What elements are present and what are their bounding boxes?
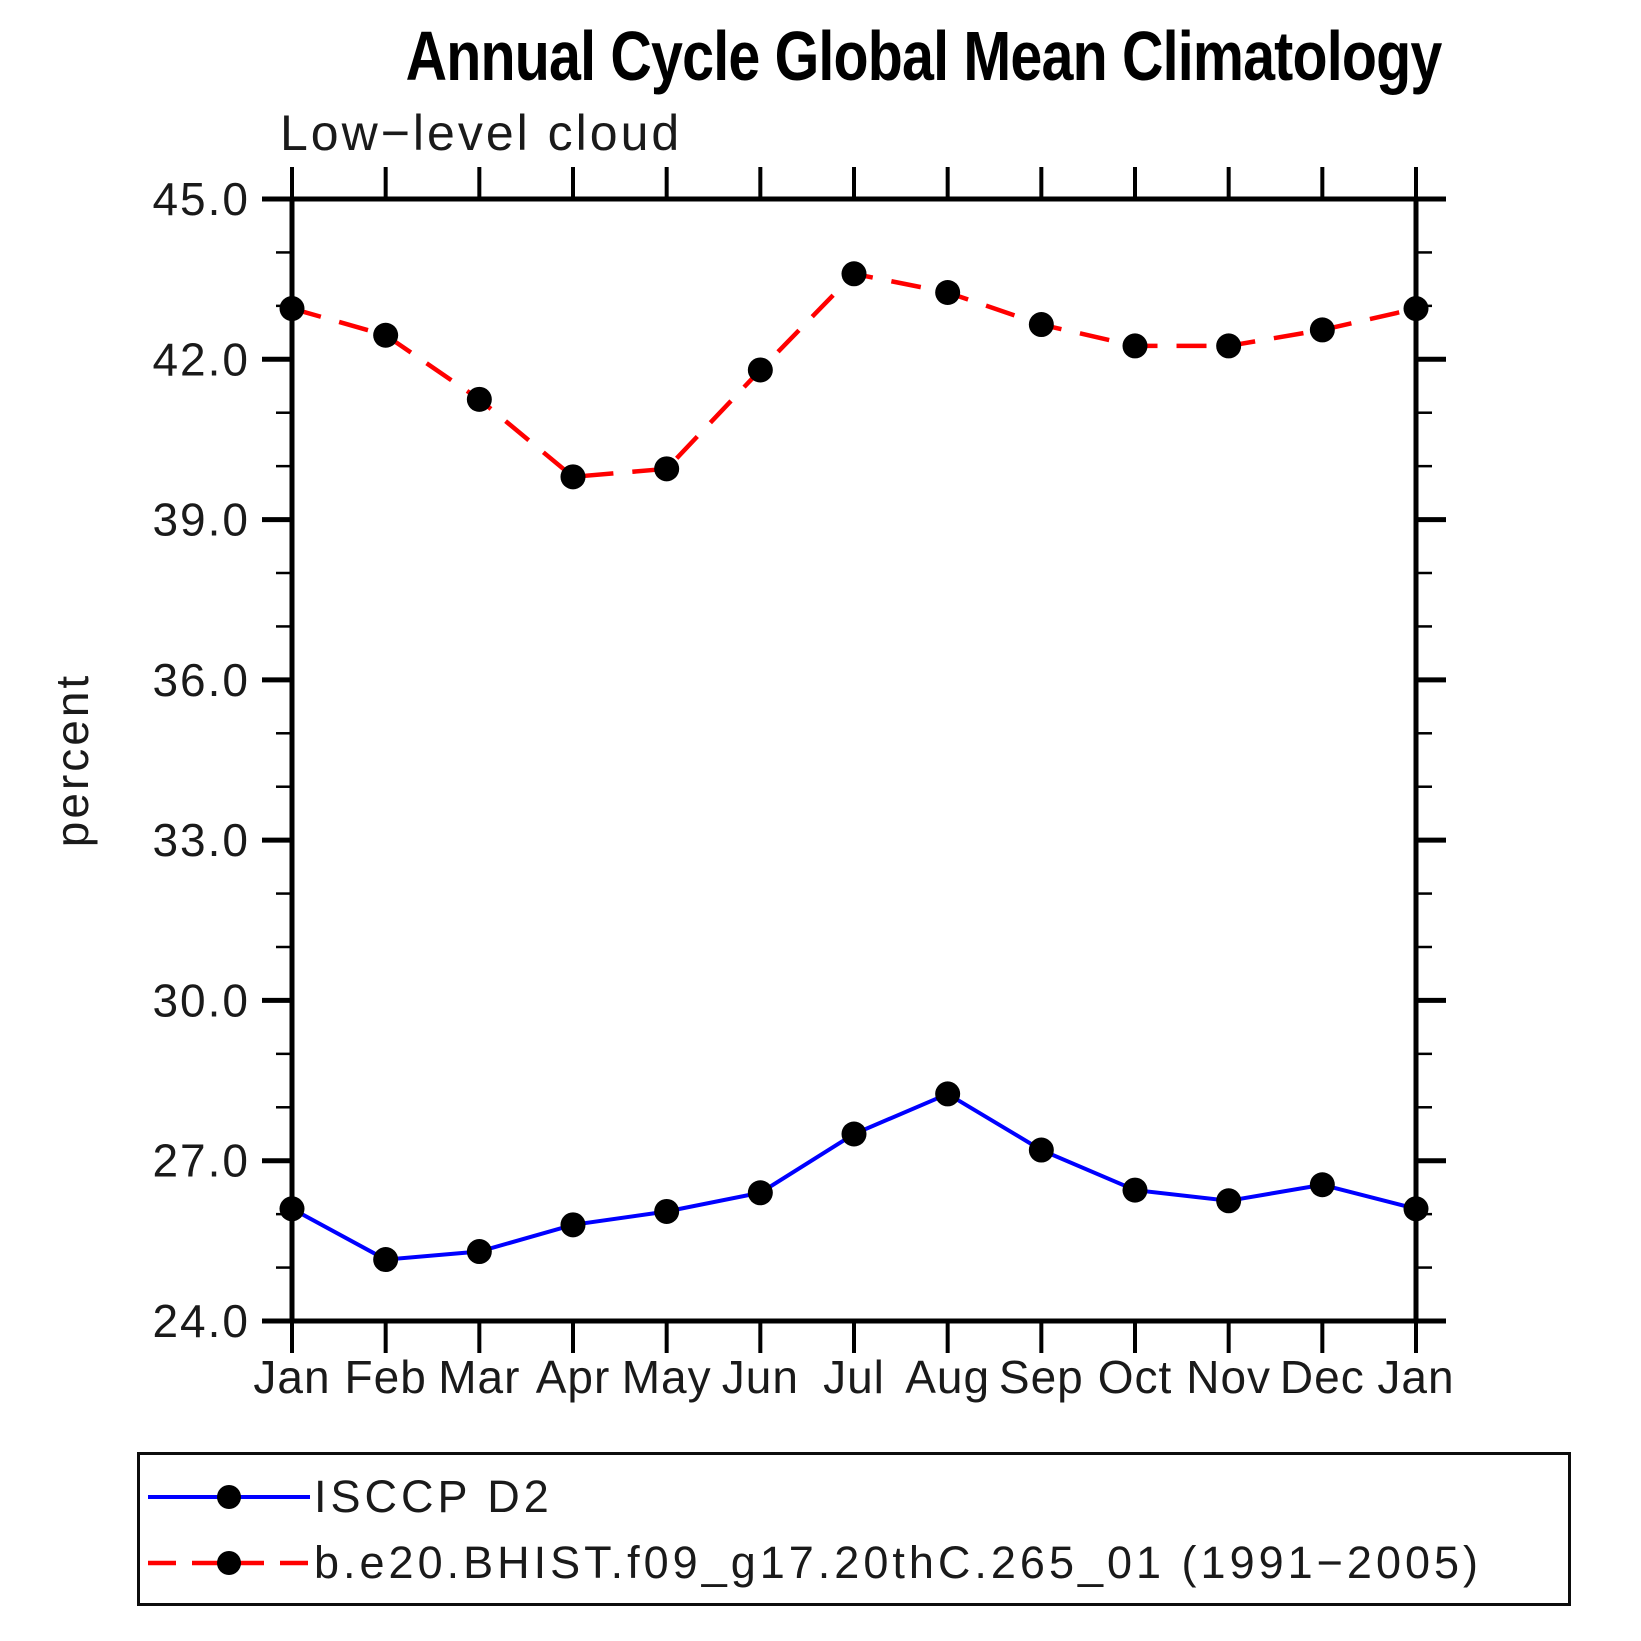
data-point [1309,1172,1335,1198]
legend-sample-marker [217,1551,241,1575]
y-tick-label: 24.0 [152,1295,250,1347]
x-tick-label: Jan [1377,1351,1454,1403]
chart-subtitle: Low−level cloud [280,105,683,161]
y-tick-label: 45.0 [152,173,250,225]
x-tick-label: Apr [536,1351,611,1403]
legend-row-isccp: ISCCP D2 [146,1471,553,1522]
x-tick-label: Mar [438,1351,520,1403]
data-point [1028,1137,1054,1163]
data-point [373,322,399,348]
y-tick-label: 39.0 [152,494,250,546]
data-point [373,1247,399,1273]
legend-line-sample-dashed [148,1551,310,1575]
legend-row-model: b.e20.BHIST.f09_g17.20thC.265_01 (1991−2… [146,1537,1482,1588]
data-point [1028,312,1054,338]
data-point [1216,333,1242,359]
x-tick-label: Nov [1186,1351,1271,1403]
data-point [279,296,305,322]
y-ticks: 24.0 27.0 30.0 33.0 36.0 39.0 42.0 45.0 [152,173,1446,1347]
data-point [654,456,680,482]
legend-sample-marker [217,1485,241,1509]
y-tick-label: 30.0 [152,974,250,1026]
data-point [1122,333,1148,359]
data-point [747,1180,773,1206]
data-point [279,1196,305,1222]
data-point [1216,1188,1242,1214]
x-tick-label: Jan [253,1351,330,1403]
series-line [291,1091,1417,1262]
x-tick-label: Jul [823,1351,885,1403]
series-b-e20-bhist-f09-g17-20thc-265-01-1991-2005- [279,261,1429,490]
legend: ISCCP D2 b.e20.BHIST.f09_g17.20thC.265_0… [137,1452,1571,1606]
data-point [747,357,773,383]
x-tick-label: Oct [1098,1351,1173,1403]
data-point [466,386,492,412]
y-tick-label: 27.0 [152,1135,250,1187]
data-point [560,1212,586,1238]
data-point [935,1081,961,1107]
data-point [1403,1196,1429,1222]
series-line [291,271,1417,480]
axis-box [289,196,1419,1324]
series-isccp-d2 [279,1081,1429,1273]
x-tick-label: Dec [1280,1351,1365,1403]
data-point [466,1239,492,1265]
y-axis-label: percent [46,673,98,847]
x-tick-label: Aug [905,1351,990,1403]
legend-line-sample-solid [148,1485,310,1509]
data-point [841,261,867,287]
legend-label-isccp: ISCCP D2 [314,1471,553,1522]
x-tick-label: Jun [722,1351,799,1403]
x-tick-label: May [622,1351,712,1403]
y-tick-label: 42.0 [152,333,250,385]
data-point [935,280,961,305]
data-point [1403,296,1429,322]
x-tick-label: Feb [345,1351,427,1403]
data-point [654,1198,680,1224]
chart-title: Annual Cycle Global Mean Climatology [405,17,1443,95]
data-point [1122,1177,1148,1203]
x-ticks: Jan Feb Mar Apr May Jun Jul Aug Sep Oct Nov Dec Jan [253,167,1454,1403]
data-point [1309,317,1335,343]
legend-label-model: b.e20.BHIST.f09_g17.20thC.265_01 (1991−2… [314,1537,1483,1588]
data-point [841,1121,867,1147]
x-tick-label: Sep [999,1351,1084,1403]
data-point [560,464,586,490]
y-tick-label: 33.0 [152,814,250,866]
y-tick-label: 36.0 [152,654,250,706]
